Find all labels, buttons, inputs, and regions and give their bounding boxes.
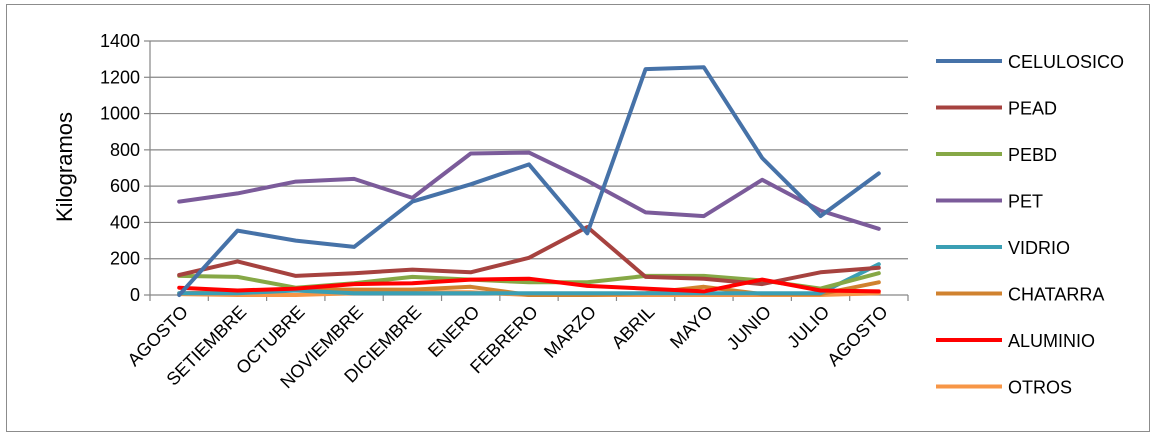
series-lines xyxy=(177,65,881,297)
y-tick-label: 1200 xyxy=(100,67,140,87)
x-tick-label: JULIO xyxy=(783,302,833,352)
x-tick-label: MAYO xyxy=(666,302,717,353)
series-line-aluminio xyxy=(177,276,881,294)
legend-label: VIDRIO xyxy=(1008,238,1070,258)
y-axis-ticks: 0 200 400 600 800 1000 1200 1400 xyxy=(100,31,150,305)
legend: CELULOSICO PEAD PEBD PET VIDRIO CHATARRA ALUMI… xyxy=(936,52,1124,398)
legend-label: PET xyxy=(1008,192,1043,212)
legend-label: ALUMINIO xyxy=(1008,331,1095,351)
y-tick-label: 400 xyxy=(110,212,140,232)
legend-label: OTROS xyxy=(1008,378,1072,398)
series-line-pet xyxy=(177,150,881,231)
gridlines xyxy=(150,40,908,260)
x-tick-label: AGOSTO xyxy=(823,302,891,370)
series-line-pead xyxy=(177,225,881,287)
legend-label: PEAD xyxy=(1008,99,1057,119)
x-tick-label: MARZO xyxy=(540,302,600,362)
chart-frame xyxy=(6,4,1150,432)
y-axis-label: Kilogramos xyxy=(52,112,77,222)
legend-label: CELULOSICO xyxy=(1008,52,1124,72)
legend-label: PEBD xyxy=(1008,145,1057,165)
y-tick-label: 800 xyxy=(110,140,140,160)
y-tick-label: 600 xyxy=(110,176,140,196)
x-tick-label: ABRIL xyxy=(608,302,659,353)
y-tick-label: 1400 xyxy=(100,31,140,51)
legend-label: CHATARRA xyxy=(1008,285,1104,305)
x-tick-label: JUNIO xyxy=(723,302,775,354)
y-tick-label: 0 xyxy=(130,285,140,305)
series-line-celulosico xyxy=(177,65,881,297)
x-axis-ticks: AGOSTOSETIEMBREOCTUBRENOVIEMBREDICIEMBRE… xyxy=(124,295,909,392)
y-tick-label: 200 xyxy=(110,249,140,269)
x-tick-label: ENERO xyxy=(424,302,483,361)
y-tick-label: 1000 xyxy=(100,104,140,124)
